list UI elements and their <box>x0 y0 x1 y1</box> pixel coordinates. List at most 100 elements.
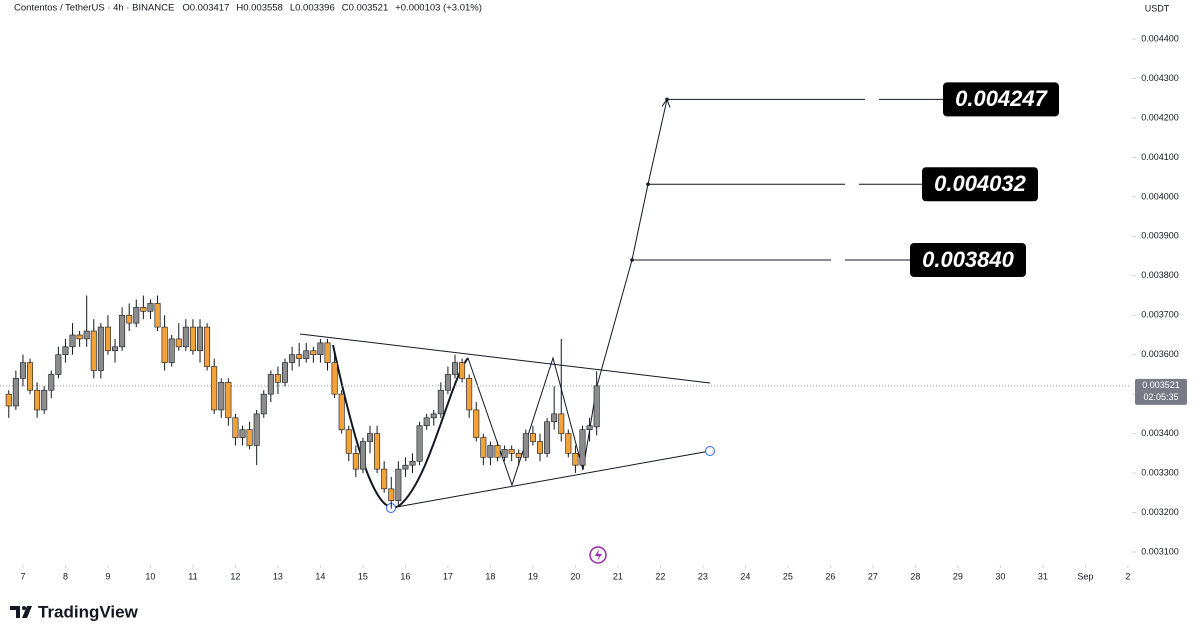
y-tick-label: 0.003300 <box>1141 467 1179 477</box>
x-tick-label: 11 <box>188 571 197 581</box>
chart-title: Contentos / TetherUS · 4h · BINANCE <box>14 3 174 14</box>
x-tick-label: 18 <box>485 571 495 581</box>
last-price-label: 0.003521 <box>1142 380 1180 390</box>
candle-body <box>104 326 111 352</box>
candle-body <box>41 389 48 411</box>
candle-body <box>140 307 147 312</box>
x-tick-label: 14 <box>315 571 325 581</box>
logo-text: TradingView <box>38 602 139 621</box>
candle-body <box>119 314 126 348</box>
candle-body <box>76 334 83 340</box>
candle-body <box>586 425 593 430</box>
candle-body <box>232 417 239 438</box>
x-tick-label: 10 <box>145 571 155 581</box>
candle-body <box>508 449 515 454</box>
x-tick-label: 7 <box>20 571 25 581</box>
header: Contentos / TetherUS · 4h · BINANCE O0.00… <box>14 3 482 14</box>
candle-body <box>565 433 572 454</box>
x-tick-label: 13 <box>273 571 283 581</box>
candle-body <box>473 409 480 438</box>
candle-body <box>522 433 529 458</box>
candle-body <box>204 326 211 367</box>
candle-body <box>593 385 600 428</box>
x-tick-label: 16 <box>400 571 410 581</box>
target-box <box>910 243 1026 278</box>
candle-body <box>430 413 437 419</box>
y-tick-label: 0.003700 <box>1141 310 1179 320</box>
candle-body <box>466 378 473 411</box>
event-bolt <box>595 549 602 561</box>
candle-body <box>338 393 345 430</box>
candle-body <box>331 362 338 395</box>
candle-body <box>189 326 196 352</box>
candle-body <box>260 393 267 415</box>
x-tick-label: 21 <box>613 571 623 581</box>
candle-body <box>90 330 97 371</box>
candle-body <box>367 433 374 442</box>
candle-body <box>536 441 543 454</box>
candle-body <box>444 374 451 391</box>
resistance-trendline <box>299 333 711 384</box>
x-tick-label: 26 <box>825 571 835 581</box>
candle-body <box>225 382 232 419</box>
x-tick-label: 31 <box>1038 571 1048 581</box>
candle-body <box>324 342 331 363</box>
x-tick-label: 30 <box>995 571 1005 581</box>
candle-body <box>161 326 168 363</box>
candle-body <box>12 378 19 407</box>
candle-body <box>437 389 444 415</box>
candle-body <box>175 338 182 348</box>
candle-body <box>19 362 26 379</box>
candle-body <box>452 362 459 375</box>
candle-body <box>317 342 324 356</box>
candle-body <box>572 453 579 466</box>
candle-body <box>218 382 225 411</box>
candle-body <box>97 326 104 371</box>
candle-body <box>211 366 218 411</box>
target-box <box>922 167 1038 202</box>
anchor-point <box>705 446 715 456</box>
x-tick-label: 20 <box>570 571 580 581</box>
x-tick-label: 8 <box>63 571 68 581</box>
target-label: 0.004247 <box>955 86 1049 111</box>
candle-body <box>558 413 565 434</box>
candle-body <box>69 334 76 348</box>
candle-body <box>480 437 487 458</box>
x-tick-label: 2 <box>1125 571 1130 581</box>
candle-body <box>381 468 388 490</box>
candle-body <box>416 425 423 462</box>
candle-body <box>395 468 402 501</box>
candle-body <box>409 460 416 466</box>
candle-body <box>83 330 90 340</box>
x-tick-label: 22 <box>655 571 665 581</box>
candle-body <box>34 389 41 411</box>
x-tick-label: 17 <box>443 571 453 581</box>
event-icon <box>589 546 607 564</box>
x-tick-label: 29 <box>953 571 963 581</box>
candle-body <box>126 314 133 324</box>
candle-body <box>515 453 522 458</box>
candle-body <box>374 433 381 470</box>
ohlc-label: +0.000103 (+3.01%) <box>395 3 482 14</box>
x-tick-label: 12 <box>230 571 240 581</box>
candle-body <box>147 303 154 312</box>
y-tick-label: 0.004000 <box>1141 191 1179 201</box>
candle-body <box>402 464 409 470</box>
x-tick-label: 19 <box>528 571 538 581</box>
candle-body <box>239 429 246 438</box>
logo: TradingView <box>10 602 139 621</box>
y-tick-label: 0.004300 <box>1141 73 1179 83</box>
y-tick-label: 0.003600 <box>1141 349 1179 359</box>
candle-body <box>182 326 189 348</box>
candle-body <box>579 429 586 466</box>
candle-body <box>551 413 558 423</box>
x-tick-label: 23 <box>698 571 708 581</box>
logo-dot <box>22 606 26 610</box>
candle-body <box>27 362 34 391</box>
candle-body <box>282 362 289 383</box>
y-tick-label: 0.004100 <box>1141 152 1179 162</box>
candle-body <box>388 488 395 501</box>
ohlc-label: L0.003396 <box>290 3 335 14</box>
candle-body <box>112 346 119 352</box>
